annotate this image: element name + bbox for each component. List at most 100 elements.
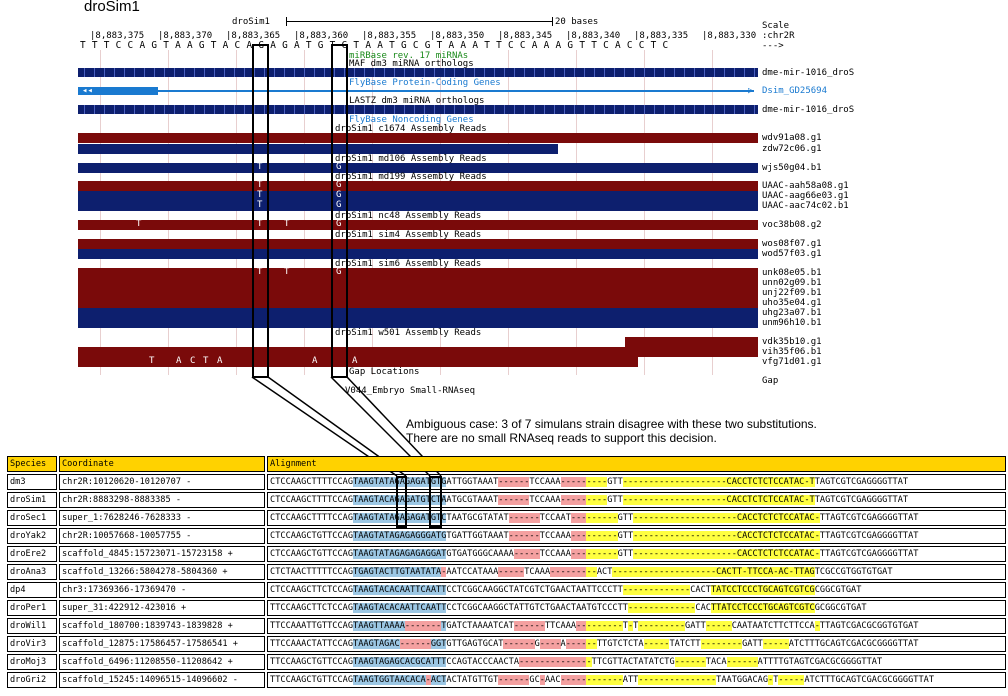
read-bar[interactable] xyxy=(78,163,758,173)
alignment-base: G xyxy=(358,567,364,577)
scale-word: Scale xyxy=(762,21,790,31)
read-bar[interactable] xyxy=(78,191,758,201)
alignment-base: C xyxy=(861,675,867,685)
alignment-base: C xyxy=(337,495,343,505)
alignment-base: C xyxy=(773,495,779,505)
read-bar[interactable] xyxy=(78,278,758,288)
read-bar[interactable] xyxy=(78,201,758,211)
alignment-base: T xyxy=(456,585,462,595)
read-bar[interactable] xyxy=(78,133,758,143)
alignment-base: - xyxy=(602,621,608,631)
alignment-base: - xyxy=(690,513,696,523)
alignment-base: T xyxy=(897,639,903,649)
species-cell: droEre2 xyxy=(7,546,57,562)
gene-exon[interactable] xyxy=(78,87,158,95)
alignment-base: T xyxy=(456,477,462,487)
read-bar[interactable] xyxy=(78,308,758,318)
alignment-base: - xyxy=(648,675,654,685)
gene-intron[interactable] xyxy=(158,90,754,92)
alignment-base: - xyxy=(627,603,634,613)
alignment-base: A xyxy=(363,657,369,667)
alignment-base: A xyxy=(747,639,753,649)
alignment-base: G xyxy=(529,603,535,613)
track-label-flybase-coding[interactable]: FlyBase Protein-Coding Genes xyxy=(349,78,501,88)
alignment-base: - xyxy=(705,477,711,487)
alignment-base: A xyxy=(425,567,431,577)
alignment-base: G xyxy=(368,477,374,487)
track-label-sim6[interactable]: droSim1 sim6 Assembly Reads xyxy=(335,259,482,269)
alignment-cell: CTCCAAGCTGTTCCAGTAAGTATAGAGAGGGATGTGATTG… xyxy=(267,528,1006,544)
alignment-base: - xyxy=(705,639,711,649)
alignment-base: T xyxy=(799,531,805,541)
right-label: uho35e04.g1 xyxy=(762,298,822,308)
alignment-base: A xyxy=(358,603,364,613)
alignment-base: C xyxy=(451,585,457,595)
alignment-base: A xyxy=(316,639,322,649)
alignment-base: A xyxy=(908,549,914,559)
alignment-base: - xyxy=(674,495,680,505)
alignment-base: T xyxy=(757,531,763,541)
alignment-base: - xyxy=(659,621,665,631)
read-bar[interactable] xyxy=(78,249,758,259)
track-label-md106[interactable]: droSim1 md106 Assembly Reads xyxy=(335,154,487,164)
alignment-base: T xyxy=(524,603,530,613)
mirna-feature[interactable] xyxy=(78,68,758,77)
track-label-sim4[interactable]: droSim1 sim4 Assembly Reads xyxy=(335,230,482,240)
read-bar[interactable] xyxy=(78,268,758,278)
alignment-base: - xyxy=(576,477,582,487)
alignment-base: C xyxy=(876,675,883,685)
track-label-gap[interactable]: Gap Locations xyxy=(349,367,420,377)
alignment-base: G xyxy=(617,513,623,523)
track-label-flybase-noncoding[interactable]: FlyBase Noncoding Genes xyxy=(349,115,474,125)
alignment-base: G xyxy=(742,675,748,685)
alignment-base: C xyxy=(793,603,800,613)
alignment-base: T xyxy=(617,477,623,487)
alignment-base: A xyxy=(410,549,416,559)
track-label-w501[interactable]: droSim1 w501 Assembly Reads xyxy=(335,328,482,338)
alignment-base: A xyxy=(871,549,877,559)
alignment-base: - xyxy=(555,657,561,667)
alignment-base: G xyxy=(394,549,400,559)
alignment-base: T xyxy=(612,495,618,505)
alignment-base: A xyxy=(456,531,462,541)
alignment-base: A xyxy=(420,675,426,685)
alignment-base: T xyxy=(353,621,359,631)
track-label-maf[interactable]: MAF dm3 miRNA orthologs xyxy=(349,59,474,69)
alignment-base: - xyxy=(633,567,639,577)
read-bar[interactable] xyxy=(78,181,758,191)
mirna-feature[interactable] xyxy=(78,105,758,114)
read-bar[interactable] xyxy=(625,337,758,347)
alignment-base: - xyxy=(674,621,680,631)
track-label-mirbase[interactable]: miRBase rev. 17 miRNAs xyxy=(349,51,469,61)
track-label-c1674[interactable]: droSim1 c1674 Assembly Reads xyxy=(335,124,487,134)
alignment-base: - xyxy=(648,621,654,631)
track-label-lastz[interactable]: LASTZ dm3 miRNA orthologs xyxy=(349,96,485,106)
read-bar[interactable] xyxy=(78,298,758,308)
track-label-nc48[interactable]: droSim1 nc48 Assembly Reads xyxy=(335,211,482,221)
alignment-base: A xyxy=(871,657,877,667)
alignment-base: C xyxy=(306,531,312,541)
right-label: zdw72c06.g1 xyxy=(762,144,822,154)
alignment-base: A xyxy=(451,513,457,523)
alignment-base: T xyxy=(819,531,826,541)
read-bar[interactable] xyxy=(78,347,758,357)
read-bar[interactable] xyxy=(78,220,758,230)
alignment-base: T xyxy=(705,657,711,667)
alignment-base: C xyxy=(617,639,623,649)
read-bar[interactable] xyxy=(78,239,758,249)
read-bar[interactable] xyxy=(78,318,758,328)
alignment-base: C xyxy=(337,549,343,559)
alignment-base: T xyxy=(830,477,836,487)
read-bar[interactable] xyxy=(78,144,558,154)
alignment-base: T xyxy=(534,603,540,613)
alignment-base: A xyxy=(674,639,680,649)
read-bar[interactable] xyxy=(78,357,638,367)
right-label: unk08e05.b1 xyxy=(762,268,822,278)
alignment-base: G xyxy=(347,675,353,685)
alignment-base: - xyxy=(565,639,571,649)
alignment-base: T xyxy=(467,675,473,685)
read-bar[interactable] xyxy=(78,288,758,298)
track-label-v044[interactable]: V044_Embryo Small-RNAseq xyxy=(345,386,476,396)
alignment-base: C xyxy=(337,675,343,685)
track-label-md199[interactable]: droSim1 md199 Assembly Reads xyxy=(335,172,487,182)
